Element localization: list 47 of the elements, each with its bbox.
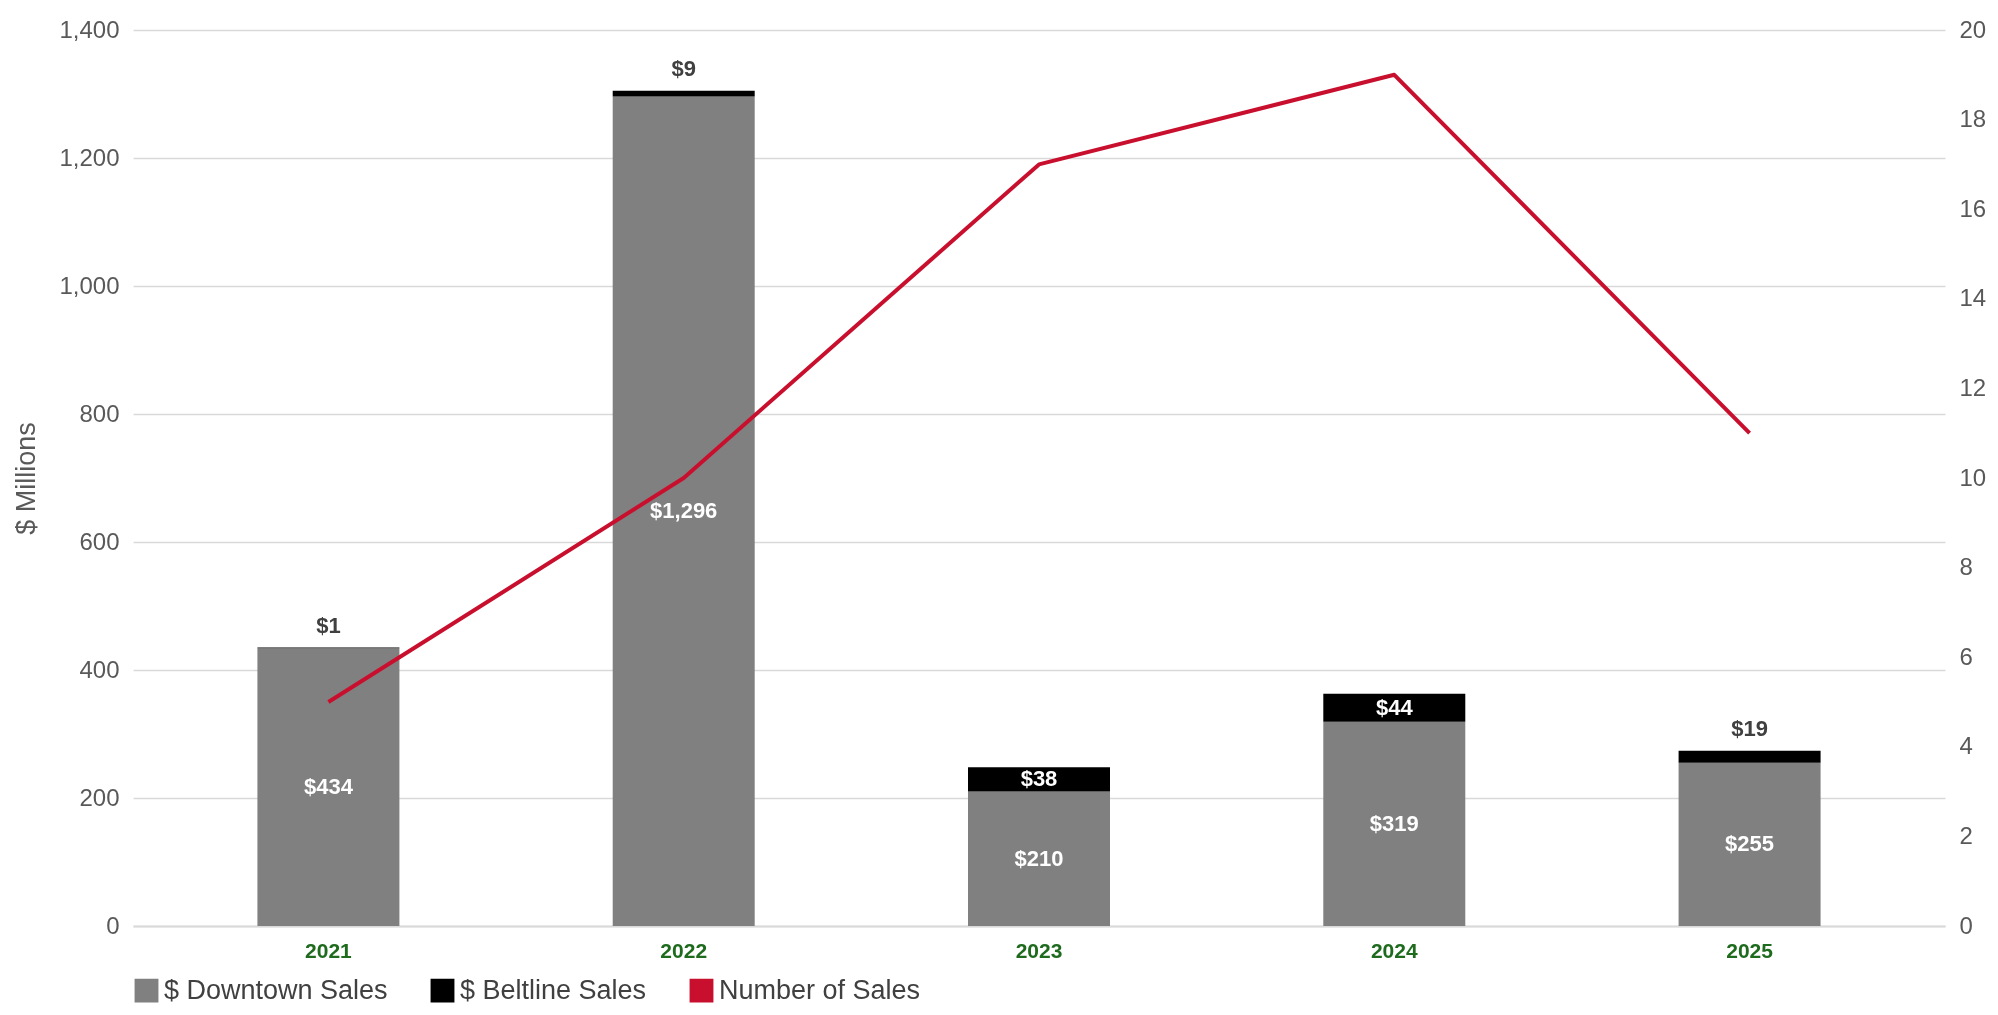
y2-tick-label: 2 xyxy=(1959,821,1973,849)
bar xyxy=(612,90,755,97)
legend-label: Number of Sales xyxy=(719,974,921,1005)
y-tick-label: 1,000 xyxy=(59,271,120,299)
data-label: $1 xyxy=(316,612,341,638)
y-tick-label: 600 xyxy=(79,527,120,555)
bar xyxy=(1678,762,1821,926)
y2-tick-label: 4 xyxy=(1959,732,1973,760)
y2-tick-label: 12 xyxy=(1959,373,1987,401)
bar xyxy=(968,767,1110,792)
y2-tick-label: 16 xyxy=(1959,194,1987,222)
y-tick-label: 1,400 xyxy=(59,15,120,43)
x-tick-label: 2025 xyxy=(1726,938,1774,962)
bar xyxy=(612,96,755,926)
data-label: $210 xyxy=(1014,845,1064,871)
bar xyxy=(257,648,400,926)
y2-tick-label: 6 xyxy=(1959,642,1973,670)
bar xyxy=(1323,721,1466,926)
data-label: $1,296 xyxy=(650,498,718,524)
y2-tick-label: 20 xyxy=(1959,15,1987,43)
bar xyxy=(968,791,1110,926)
y-tick-label: 200 xyxy=(79,783,120,811)
data-label: $9 xyxy=(671,55,696,81)
y2-tick-label: 8 xyxy=(1959,553,1973,581)
y2-tick-label: 10 xyxy=(1959,463,1987,491)
data-label: $255 xyxy=(1725,831,1775,857)
bar xyxy=(1323,693,1466,722)
data-label: $319 xyxy=(1369,810,1419,836)
y-tick-label: 0 xyxy=(106,911,120,939)
x-tick-label: 2021 xyxy=(305,938,353,962)
x-tick-label: 2023 xyxy=(1015,938,1063,962)
y2-tick-label: 18 xyxy=(1959,105,1987,133)
bar xyxy=(1678,750,1821,763)
y2-tick-label: 14 xyxy=(1959,284,1987,312)
y2-tick-label: 0 xyxy=(1959,911,1973,939)
data-label: $434 xyxy=(303,774,354,800)
y-tick-label: 400 xyxy=(79,655,120,683)
data-label: $44 xyxy=(1375,694,1414,720)
x-tick-label: 2022 xyxy=(660,938,708,962)
x-tick-label: 2024 xyxy=(1370,938,1418,962)
y-axis-title: $ Millions xyxy=(11,422,42,535)
data-label: $19 xyxy=(1731,715,1768,741)
y-tick-label: 1,200 xyxy=(59,143,120,171)
y-tick-label: 800 xyxy=(79,399,120,427)
legend-label: $ Beltline Sales xyxy=(460,974,647,1005)
legend-label: $ Downtown Sales xyxy=(164,974,388,1005)
data-label: $38 xyxy=(1020,766,1058,792)
